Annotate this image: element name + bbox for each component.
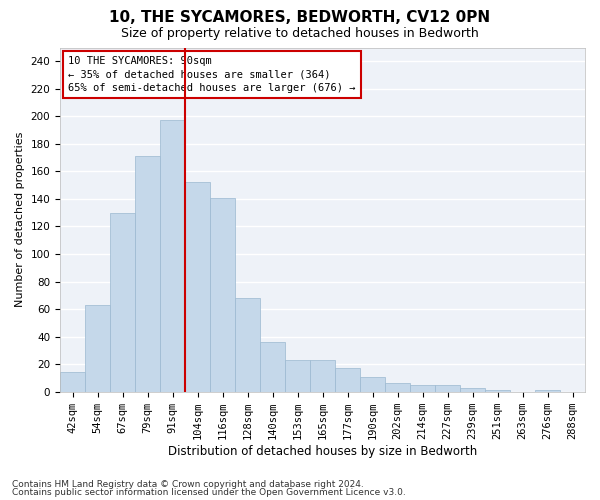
Text: Contains public sector information licensed under the Open Government Licence v3: Contains public sector information licen… <box>12 488 406 497</box>
Bar <box>110 212 135 392</box>
Bar <box>160 120 185 392</box>
Bar <box>435 385 460 392</box>
Bar <box>210 198 235 392</box>
Bar <box>185 182 210 392</box>
Bar <box>235 298 260 392</box>
Bar <box>385 384 410 392</box>
Bar <box>85 305 110 392</box>
Bar <box>460 388 485 392</box>
Bar <box>60 372 85 392</box>
Text: 10, THE SYCAMORES, BEDWORTH, CV12 0PN: 10, THE SYCAMORES, BEDWORTH, CV12 0PN <box>109 10 491 25</box>
Bar <box>410 385 435 392</box>
Bar <box>310 360 335 392</box>
Y-axis label: Number of detached properties: Number of detached properties <box>15 132 25 308</box>
Bar <box>285 360 310 392</box>
Bar <box>135 156 160 392</box>
Bar <box>360 376 385 392</box>
Text: 10 THE SYCAMORES: 90sqm
← 35% of detached houses are smaller (364)
65% of semi-d: 10 THE SYCAMORES: 90sqm ← 35% of detache… <box>68 56 355 92</box>
Bar <box>535 390 560 392</box>
Text: Size of property relative to detached houses in Bedworth: Size of property relative to detached ho… <box>121 28 479 40</box>
Bar <box>335 368 360 392</box>
Text: Contains HM Land Registry data © Crown copyright and database right 2024.: Contains HM Land Registry data © Crown c… <box>12 480 364 489</box>
Bar <box>485 390 510 392</box>
X-axis label: Distribution of detached houses by size in Bedworth: Distribution of detached houses by size … <box>168 444 477 458</box>
Bar <box>260 342 285 392</box>
